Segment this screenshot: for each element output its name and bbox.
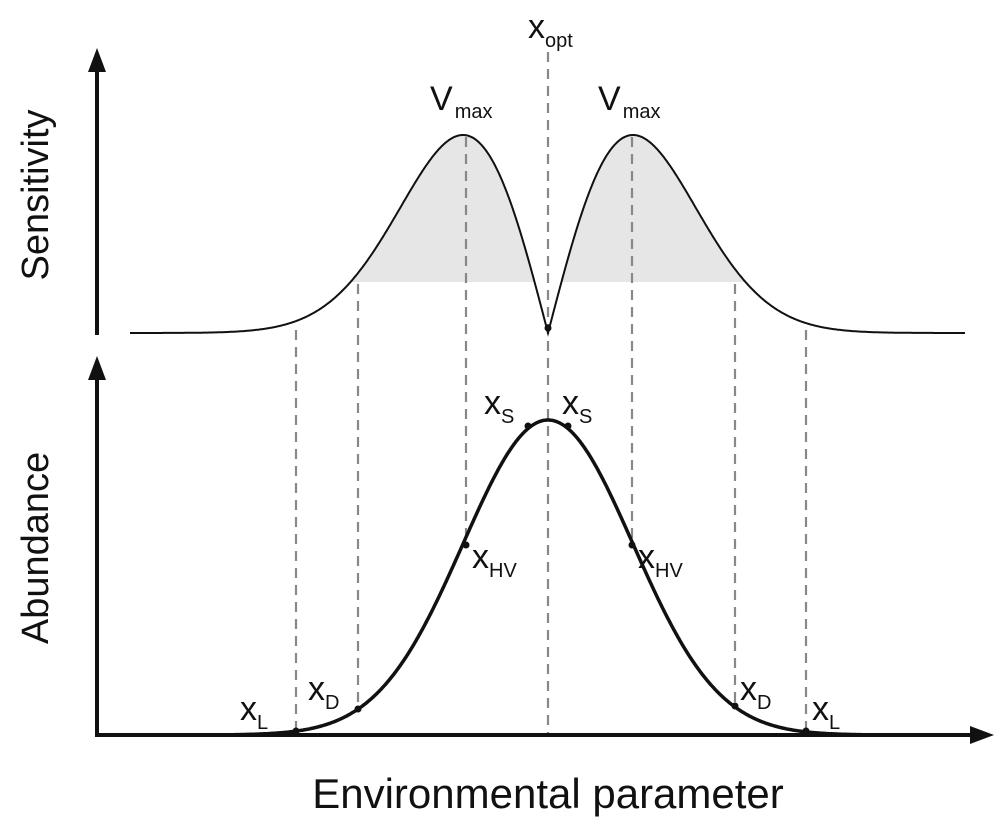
arrowhead [970,726,994,744]
annotation: xD [308,670,339,714]
arrowhead [88,48,106,72]
axes [88,48,994,744]
arrowhead [88,356,106,380]
annotation: xD [740,670,771,714]
shaded-region [130,135,965,282]
y-axis-title: Sensitivity [15,109,57,280]
guides [294,52,808,735]
point [354,705,362,713]
sensitivity-curve [130,134,965,337]
point [544,324,552,332]
y-axis-title: Abundance [15,452,57,644]
point [564,422,572,430]
point [462,541,470,549]
annotation: xL [812,690,840,734]
point [292,727,300,735]
annotation: xHV [472,538,517,582]
point [802,727,810,735]
point [524,422,532,430]
annotation: xS [484,384,514,428]
annotation: xL [240,690,268,734]
point [731,702,739,710]
point [628,541,636,549]
annotation: xHV [638,538,683,582]
abundance-curve [97,418,970,737]
points [292,324,810,735]
annotation: xopt [528,8,573,52]
annotation: xS [562,384,592,428]
x-axis-title: Environmental parameter [312,770,784,817]
